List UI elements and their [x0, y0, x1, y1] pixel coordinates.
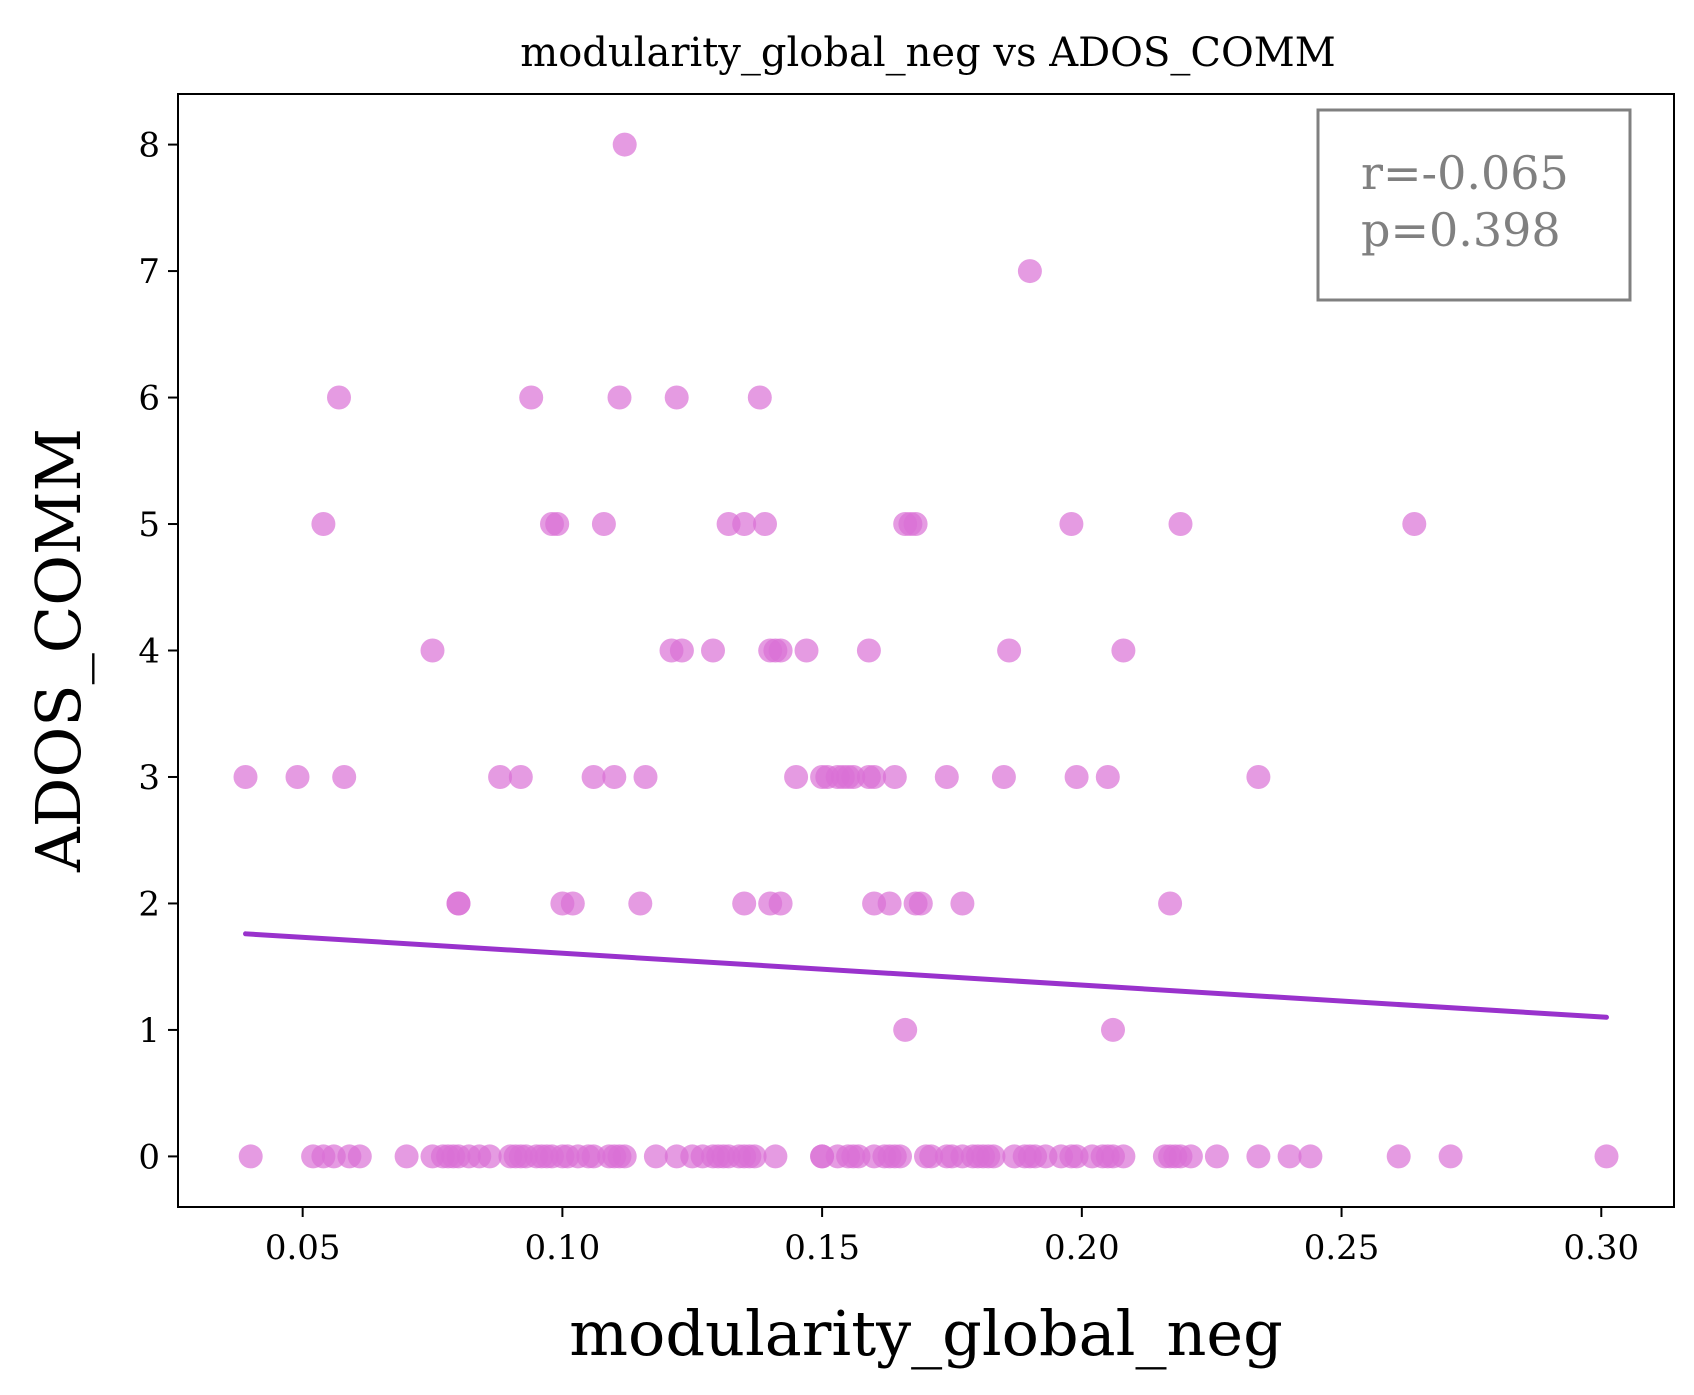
- data-point-159: [1438, 1144, 1463, 1169]
- data-point-59: [732, 891, 757, 916]
- data-point-19: [1402, 512, 1427, 536]
- data-point-61: [768, 891, 793, 916]
- data-point-102: [643, 1144, 668, 1169]
- data-point-22: [669, 638, 694, 663]
- data-point-0: [612, 132, 637, 157]
- data-point-48: [882, 765, 907, 789]
- y-axis-ticks: 0 1 2 3 4 5 6 7 8: [138, 126, 178, 1177]
- data-point-6: [747, 385, 772, 410]
- points-layer: [233, 132, 1619, 1169]
- data-point-135: [981, 1144, 1006, 1169]
- y-tick-label-2: 2: [138, 884, 160, 924]
- data-point-29: [997, 638, 1022, 663]
- data-point-26: [768, 638, 793, 663]
- data-point-153: [1178, 1144, 1203, 1169]
- data-point-63: [877, 891, 902, 916]
- y-axis-title: ADOS_COMM: [22, 428, 95, 873]
- stats-box: r=-0.065 p=0.398: [1316, 108, 1632, 302]
- data-point-7: [311, 512, 336, 536]
- data-point-75: [347, 1144, 372, 1169]
- stats-box-frame: [1316, 108, 1632, 302]
- data-point-52: [1095, 765, 1120, 789]
- data-point-39: [784, 765, 809, 789]
- chart-title: modularity_global_neg vs ADOS_COMM: [520, 30, 1335, 76]
- x-tick-label-0.10: 0.10: [525, 1228, 601, 1268]
- data-point-69: [1101, 1017, 1125, 1042]
- data-point-68: [893, 1017, 918, 1042]
- data-point-23: [701, 638, 725, 663]
- data-point-30: [1111, 638, 1136, 663]
- data-point-34: [488, 765, 513, 789]
- data-point-32: [285, 765, 310, 789]
- data-point-28: [856, 638, 881, 663]
- x-tick-label-0.15: 0.15: [784, 1228, 860, 1268]
- data-point-3: [519, 385, 544, 410]
- x-tick-label-0.30: 0.30: [1563, 1228, 1639, 1268]
- data-point-17: [1059, 512, 1084, 536]
- y-tick-label-5: 5: [138, 505, 160, 545]
- data-point-67: [1158, 891, 1183, 916]
- data-point-37: [602, 765, 627, 789]
- data-point-10: [591, 512, 616, 536]
- data-point-51: [1064, 765, 1089, 789]
- x-tick-label-0.05: 0.05: [265, 1228, 341, 1268]
- data-point-2: [327, 385, 351, 410]
- data-point-20: [420, 638, 445, 663]
- data-point-47: [862, 765, 887, 789]
- data-point-114: [763, 1144, 788, 1169]
- data-point-155: [1246, 1144, 1271, 1169]
- data-point-16: [903, 512, 928, 536]
- data-point-101: [612, 1144, 637, 1169]
- data-point-57: [560, 891, 585, 916]
- data-point-5: [664, 385, 689, 410]
- data-point-35: [508, 765, 533, 789]
- y-tick-label-4: 4: [138, 632, 160, 672]
- x-tick-label-0.20: 0.20: [1044, 1228, 1120, 1268]
- stats-r-value: r=-0.065: [1361, 146, 1569, 200]
- data-point-49: [934, 765, 959, 789]
- y-tick-label-3: 3: [138, 758, 160, 798]
- data-point-148: [1111, 1144, 1136, 1169]
- data-point-55: [446, 891, 471, 916]
- x-axis-ticks: 0.05 0.10 0.15 0.20 0.25 0.30: [265, 1207, 1639, 1268]
- data-point-157: [1298, 1144, 1323, 1169]
- data-point-38: [633, 765, 658, 789]
- data-point-158: [1386, 1144, 1411, 1169]
- data-point-36: [581, 765, 606, 789]
- x-tick-label-0.25: 0.25: [1304, 1228, 1380, 1268]
- y-tick-label-0: 0: [138, 1137, 160, 1177]
- y-tick-label-7: 7: [138, 252, 160, 292]
- y-tick-label-8: 8: [138, 126, 160, 166]
- data-point-84: [477, 1144, 502, 1169]
- fit-line-layer: [243, 931, 1609, 1020]
- data-point-9: [545, 512, 570, 536]
- data-point-154: [1204, 1144, 1229, 1169]
- data-point-33: [332, 765, 357, 789]
- data-point-66: [950, 891, 975, 916]
- x-axis-title: modularity_global_neg: [569, 1297, 1283, 1370]
- data-point-50: [991, 765, 1016, 789]
- data-point-76: [394, 1144, 419, 1169]
- data-point-13: [753, 512, 777, 536]
- y-tick-label-1: 1: [138, 1011, 160, 1051]
- data-point-4: [607, 385, 632, 410]
- data-point-70: [238, 1144, 263, 1169]
- data-point-156: [1277, 1144, 1302, 1169]
- stats-p-value: p=0.398: [1361, 203, 1561, 257]
- data-point-113: [742, 1144, 767, 1169]
- data-point-27: [794, 638, 819, 663]
- data-point-1: [1017, 259, 1042, 284]
- data-point-160: [1594, 1144, 1619, 1169]
- data-point-31: [233, 765, 258, 789]
- data-point-18: [1168, 512, 1193, 536]
- y-tick-label-6: 6: [138, 379, 160, 419]
- data-point-12: [732, 512, 757, 536]
- regression-line: [243, 931, 1609, 1020]
- data-point-125: [888, 1144, 912, 1169]
- data-point-65: [908, 891, 933, 916]
- data-point-53: [1246, 765, 1271, 789]
- data-point-58: [628, 891, 653, 916]
